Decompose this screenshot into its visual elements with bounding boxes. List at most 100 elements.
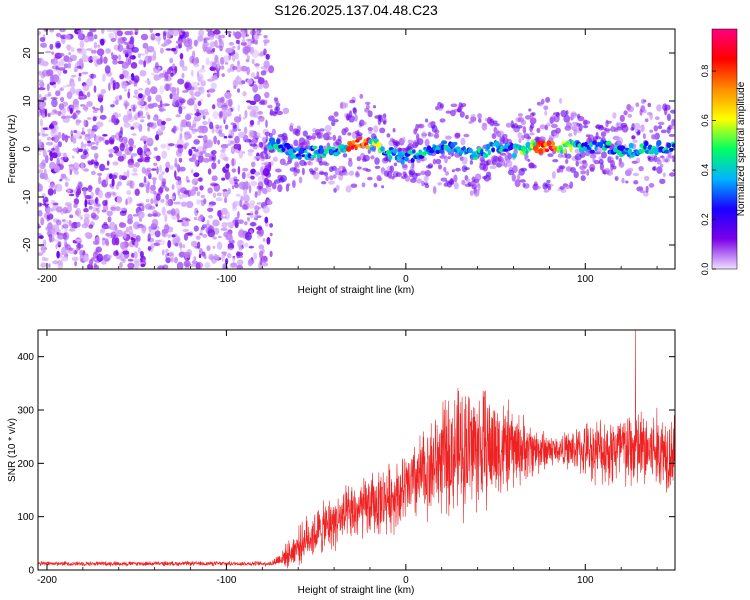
heatmap-ridge-cell <box>445 110 452 114</box>
heatmap-ridge-cell <box>470 114 476 118</box>
heatmap-noise-cell <box>65 57 73 63</box>
heatmap-noise-cell <box>236 121 240 130</box>
heatmap-noise-cell <box>84 232 92 238</box>
heatmap-noise-cell <box>247 105 253 110</box>
heatmap-ridge-cell <box>266 164 271 170</box>
heatmap-noise-cell <box>147 78 150 81</box>
heatmap-noise-cell <box>57 68 62 77</box>
heatmap-ridge-cell <box>404 175 411 182</box>
heatmap-noise-cell <box>247 216 250 221</box>
heatmap-ridge-cell <box>331 120 336 127</box>
heatmap-noise-cell <box>78 58 84 66</box>
snr-panel: -200 -100 0 100 0 100 200 300 400 Height of str… <box>7 329 676 596</box>
heatmap-noise-cell <box>55 219 62 226</box>
heatmap-ridge-cell <box>671 155 675 159</box>
heatmap-noise-cell <box>55 32 62 38</box>
heatmap-noise-cell <box>94 198 98 203</box>
heatmap-noise-cell <box>220 227 228 231</box>
heatmap-noise-cell <box>237 45 241 50</box>
heatmap-noise-cell <box>198 154 204 163</box>
heatmap-noise-cell <box>158 187 164 194</box>
heatmap-noise-cell <box>110 77 114 86</box>
heatmap-noise-cell <box>87 160 92 164</box>
heatmap-ridge-cell <box>283 162 289 166</box>
heatmap-noise-cell <box>157 38 161 45</box>
heatmap-noise-cell <box>188 45 193 50</box>
heatmap-ridge-cell <box>551 141 556 146</box>
heatmap-noise-cell <box>111 114 116 123</box>
heatmap-noise-cell <box>173 29 180 32</box>
heatmap-noise-cell <box>165 248 169 254</box>
heatmap-noise-cell <box>206 46 213 50</box>
heatmap-noise-cell <box>57 151 61 158</box>
heatmap-noise-cell <box>258 244 265 250</box>
heatmap-ridge-cell <box>546 179 551 184</box>
heatmap-ridge-cell <box>649 129 653 133</box>
heatmap-ridge-cell <box>328 115 335 122</box>
heatmap-noise-cell <box>90 49 97 54</box>
heatmap-noise-cell <box>126 109 132 118</box>
heatmap-noise-cell <box>205 57 210 66</box>
heatmap-ridge-cell <box>443 166 447 173</box>
heatmap-ridge-cell <box>461 179 466 186</box>
heatmap-noise-cell <box>136 203 143 207</box>
heatmap-ridge-cell <box>657 125 663 130</box>
heatmap-noise-cell <box>256 115 263 119</box>
heatmap-ridge-cell <box>512 165 518 174</box>
heatmap-ridge-cell <box>418 149 422 153</box>
heatmap-ridge-cell <box>570 111 578 119</box>
heatmap-noise-cell <box>176 213 180 221</box>
heatmap-ridge-cell <box>288 148 294 155</box>
heatmap-ridge-cell <box>467 147 473 154</box>
heatmap-ridge-cell <box>511 152 517 159</box>
heatmap-noise-cell <box>152 213 158 217</box>
heatmap-ridge-cell <box>482 122 487 127</box>
heatmap-noise-cell <box>47 188 54 196</box>
heatmap-ridge-cell <box>582 125 589 129</box>
snr-y-ticks: 0 100 200 300 400 <box>17 352 675 577</box>
heatmap-noise-cell <box>147 103 155 109</box>
heatmap-noise-cell <box>255 170 259 177</box>
heatmap-ridge-cell <box>409 165 415 172</box>
heatmap-noise-cell <box>38 139 42 148</box>
heatmap-noise-cell <box>207 204 215 208</box>
heatmap-noise-cell <box>175 45 183 49</box>
heatmap-noise-cell <box>212 192 217 199</box>
heatmap-ridge-cell <box>301 167 305 176</box>
heatmap-noise-cell <box>254 210 259 216</box>
heatmap-noise-cell <box>63 176 68 180</box>
heatmap-noise-cell <box>191 146 197 150</box>
heatmap-noise-cell <box>80 216 83 220</box>
heatmap-ridge-cell <box>660 129 667 134</box>
heatmap-ridge-cell <box>344 127 349 133</box>
heatmap-noise-cell <box>82 254 89 262</box>
heatmap-ridge-cell <box>482 153 489 158</box>
heatmap-noise-cell <box>134 89 139 96</box>
heatmap-noise-cell <box>173 126 179 132</box>
heatmap-ridge-cell <box>459 150 464 155</box>
heatmap-ridge-cell <box>295 129 301 137</box>
heatmap-noise-cell <box>256 185 263 190</box>
heatmap-noise-cell <box>190 240 198 247</box>
heatmap-noise-cell <box>138 59 144 65</box>
heatmap-noise-cell <box>165 199 172 207</box>
heatmap-noise-cell <box>115 150 123 157</box>
heatmap-noise-cell <box>234 31 242 39</box>
heatmap-ridge-cell <box>644 175 650 182</box>
y-tick-label: 400 <box>17 352 34 363</box>
heatmap-noise-cell <box>140 135 149 142</box>
heatmap-ridge-cell <box>276 110 283 116</box>
heatmap-noise-cell <box>127 115 135 123</box>
heatmap-noise-cell <box>247 38 255 42</box>
heatmap-noise-cell <box>253 252 258 260</box>
heatmap-noise-cell <box>203 113 207 116</box>
heatmap-noise-cell <box>263 41 267 46</box>
heatmap-ridge-cell <box>429 121 436 126</box>
heatmap-noise-cell <box>198 68 206 73</box>
heatmap-noise-cell <box>202 146 207 153</box>
heatmap-ridge-cell <box>666 142 672 149</box>
heatmap-noise-cell <box>226 143 232 146</box>
heatmap-ridge-cell <box>653 125 659 132</box>
heatmap-noise-cell <box>148 227 156 237</box>
heatmap-noise-cell <box>178 242 183 249</box>
